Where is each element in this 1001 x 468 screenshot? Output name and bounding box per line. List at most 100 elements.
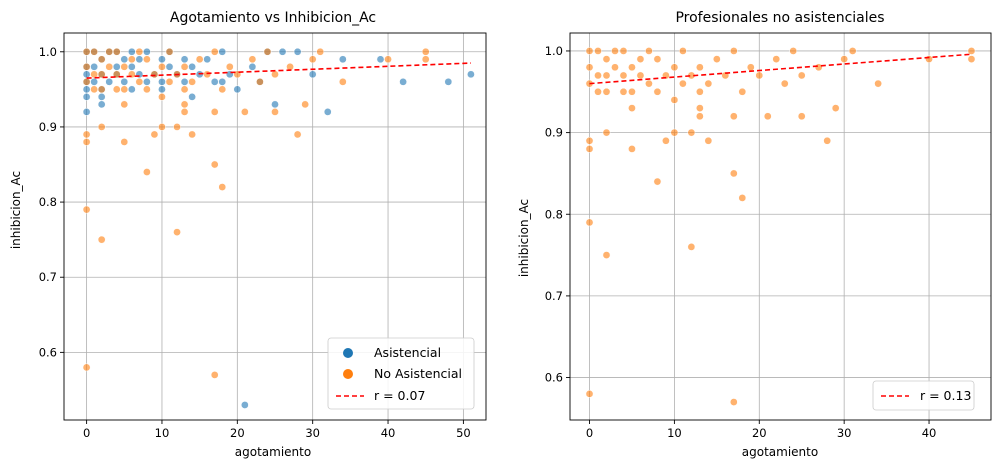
tick-label-y: 1.0 (545, 44, 563, 58)
data-point-no-asistencial (97, 123, 106, 131)
data-point-no-asistencial (271, 108, 279, 116)
data-point-series (780, 79, 789, 88)
data-point-no-asistencial (271, 70, 279, 79)
data-point-asistencial (180, 77, 189, 86)
chart-left-title: Agotamiento vs Inhibicion_Ac (170, 10, 376, 26)
data-point-series (619, 87, 628, 96)
legend-label-no-asistencial: No Asistencial (374, 366, 462, 381)
data-point-series (594, 47, 602, 55)
data-point-series (636, 55, 645, 63)
data-point-no-asistencial (316, 47, 325, 56)
data-point-no-asistencial (308, 55, 317, 64)
tick-label-y: 0.8 (545, 207, 563, 221)
data-point-series (848, 47, 857, 55)
data-point-no-asistencial (150, 70, 159, 79)
chart-right-ylabel: inhibicion_Ac (517, 199, 531, 277)
data-point-asistencial (278, 47, 287, 56)
chart-left-xlabel: agotamiento (235, 445, 311, 459)
data-point-no-asistencial (97, 55, 106, 64)
data-point-no-asistencial (82, 138, 91, 146)
data-point-series (611, 63, 619, 72)
data-point-no-asistencial (90, 70, 98, 79)
tick-label-y: 0.8 (39, 195, 57, 209)
axes-frame-right (569, 32, 992, 421)
data-point-series (814, 63, 823, 72)
data-point-asistencial (444, 77, 453, 86)
data-point-series (789, 47, 798, 55)
data-point-series (585, 136, 594, 145)
data-point-series (628, 87, 636, 96)
data-point-series (670, 63, 679, 72)
data-point-series (797, 71, 806, 80)
data-point-series (704, 79, 713, 88)
data-point-no-asistencial (143, 168, 151, 176)
data-point-series (738, 194, 747, 202)
data-point-no-asistencial (120, 100, 129, 109)
data-point-no-asistencial (210, 108, 219, 116)
data-point-no-asistencial (203, 70, 212, 79)
data-point-asistencial (90, 77, 98, 86)
data-point-series (704, 136, 713, 145)
data-point-no-asistencial (82, 62, 91, 71)
data-point-asistencial (180, 55, 189, 64)
tick-label-x: 0 (83, 426, 90, 440)
data-point-series (738, 87, 747, 96)
data-point-series (729, 47, 738, 55)
data-point-asistencial (127, 62, 136, 71)
chart-right: Profesionales no asistenciales 0 10 20 30 40… (517, 10, 992, 459)
data-point-series (755, 71, 764, 80)
data-point-series (696, 104, 704, 112)
data-point-asistencial (97, 100, 106, 109)
data-point-no-asistencial (218, 85, 227, 94)
data-point-asistencial (82, 93, 91, 101)
data-point-no-asistencial (90, 85, 98, 94)
legend-label-trend-left: r = 0.07 (374, 388, 425, 403)
data-point-series (619, 71, 628, 80)
data-point-asistencial (399, 77, 407, 86)
chart-right-title: Profesionales no asistenciales (675, 10, 884, 26)
data-point-asistencial (248, 62, 257, 71)
data-point-no-asistencial (188, 130, 196, 139)
data-point-no-asistencial (210, 160, 219, 169)
data-point-no-asistencial (180, 100, 189, 109)
data-point-series (585, 63, 594, 72)
data-point-asistencial (97, 93, 106, 101)
data-point-series (628, 145, 636, 153)
data-point-series (594, 71, 602, 80)
tick-label-y: 0.6 (39, 345, 57, 359)
data-point-no-asistencial (180, 62, 189, 71)
data-point-series (823, 136, 832, 145)
tick-label-x: 0 (586, 426, 593, 440)
data-point-series (636, 71, 645, 80)
data-point-asistencial (120, 55, 129, 64)
chart-left-plot-area: 0 10 20 30 40 50 0.6 0.7 0.8 0.9 1.0 (39, 32, 487, 440)
data-point-series (772, 55, 781, 63)
data-point-no-asistencial (165, 77, 174, 86)
data-point-no-asistencial (135, 77, 144, 86)
data-point-no-asistencial (158, 62, 166, 71)
data-point-no-asistencial (82, 47, 91, 56)
data-point-series (670, 128, 679, 137)
data-point-no-asistencial (127, 55, 136, 64)
data-point-no-asistencial (188, 77, 196, 86)
data-point-no-asistencial (195, 55, 204, 64)
data-point-series (797, 112, 806, 121)
data-point-asistencial (218, 77, 227, 86)
data-point-series (662, 136, 670, 145)
data-point-series (585, 145, 594, 153)
data-point-series (729, 169, 738, 178)
data-point-asistencial (188, 93, 196, 101)
tick-label-y: 1.0 (39, 45, 57, 59)
data-point-no-asistencial (241, 108, 249, 116)
data-point-no-asistencial (135, 47, 144, 56)
data-point-series (594, 87, 602, 96)
tick-label-y: 0.6 (545, 371, 563, 385)
data-point-series (628, 104, 636, 112)
data-point-series (679, 47, 687, 55)
tick-label-y: 0.7 (39, 270, 57, 284)
data-point-no-asistencial (112, 47, 121, 56)
data-point-no-asistencial (112, 85, 121, 94)
data-point-no-asistencial (293, 130, 302, 139)
data-point-no-asistencial (263, 47, 272, 56)
